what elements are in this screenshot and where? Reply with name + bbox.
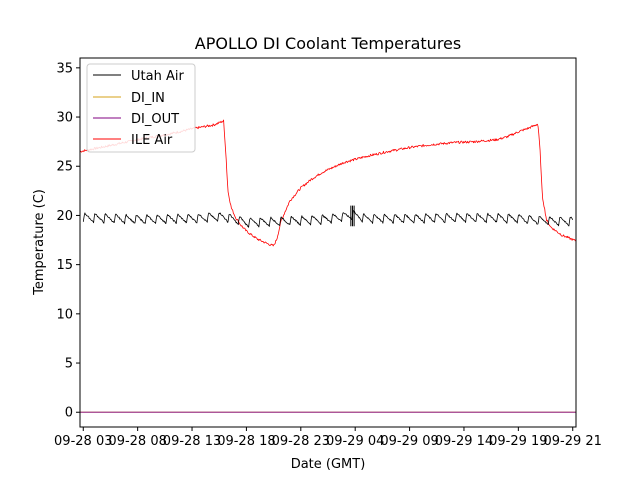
legend-box bbox=[86, 63, 196, 153]
x-tick-label: 09-28 18 bbox=[217, 434, 275, 449]
y-tick-label: 10 bbox=[56, 307, 73, 322]
legend-entry-di-in: DI_IN bbox=[93, 91, 165, 106]
legend-entry-ile-air: ILE Air bbox=[93, 133, 173, 148]
plot-area bbox=[80, 119, 576, 413]
legend-entry-di-out: DI_OUT bbox=[93, 112, 179, 127]
series-line-utah-air bbox=[82, 210, 574, 228]
x-tick-label: 09-29 21 bbox=[544, 434, 602, 449]
x-tick-label: 09-28 23 bbox=[272, 434, 330, 449]
y-tick-label: 0 bbox=[65, 406, 73, 421]
x-axis-label: Date (GMT) bbox=[291, 457, 366, 472]
x-tick-label: 09-28 08 bbox=[108, 434, 166, 449]
legend: Utah Air DI_IN DI_OUT ILE Air bbox=[86, 63, 196, 153]
x-tick-label: 09-29 04 bbox=[326, 434, 384, 449]
legend-label-utah-air: Utah Air bbox=[131, 69, 184, 84]
legend-label-di-in: DI_IN bbox=[131, 91, 165, 106]
chart-title: APOLLO DI Coolant Temperatures bbox=[195, 34, 461, 53]
y-axis-label: Temperature (C) bbox=[32, 189, 47, 296]
x-tick-label: 09-28 13 bbox=[163, 434, 221, 449]
y-tick-label: 5 bbox=[65, 357, 73, 372]
y-tick-label: 35 bbox=[56, 61, 73, 76]
y-axis-ticks: 0 5 10 15 20 25 30 35 bbox=[56, 61, 80, 421]
x-tick-label: 09-28 03 bbox=[54, 434, 112, 449]
legend-label-ile-air: ILE Air bbox=[131, 133, 173, 148]
axes-frame bbox=[79, 57, 577, 428]
y-tick-label: 20 bbox=[56, 209, 73, 224]
legend-label-di-out: DI_OUT bbox=[131, 112, 179, 127]
x-tick-label: 09-29 14 bbox=[435, 434, 493, 449]
x-tick-label: 09-29 19 bbox=[489, 434, 547, 449]
y-tick-label: 15 bbox=[56, 258, 73, 273]
legend-entry-utah-air: Utah Air bbox=[93, 69, 184, 84]
y-tick-label: 25 bbox=[56, 160, 73, 175]
x-tick-label: 09-29 09 bbox=[380, 434, 438, 449]
y-tick-label: 30 bbox=[56, 111, 73, 126]
